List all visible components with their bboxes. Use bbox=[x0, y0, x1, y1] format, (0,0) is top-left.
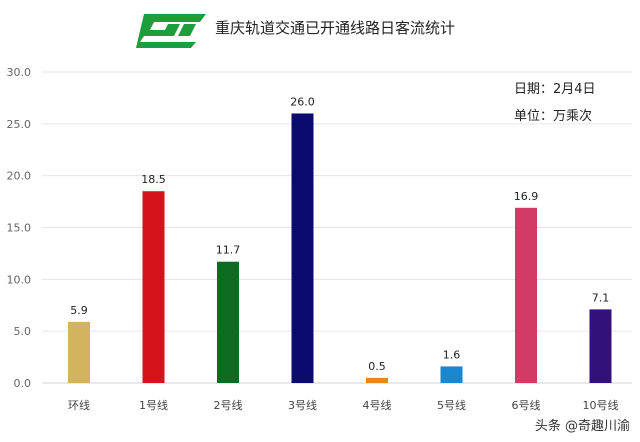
bar-value-label: 0.5 bbox=[368, 360, 386, 373]
bar bbox=[142, 191, 165, 383]
metro-logo bbox=[136, 14, 206, 48]
bar-value-label: 26.0 bbox=[290, 95, 315, 108]
bar bbox=[291, 113, 314, 383]
gridlines bbox=[42, 71, 632, 384]
y-tick-label: 25.0 bbox=[7, 118, 32, 131]
y-tick-label: 15.0 bbox=[7, 222, 32, 235]
x-tick-label: 环线 bbox=[68, 398, 90, 412]
y-tick-label: 20.0 bbox=[7, 170, 32, 183]
y-tick-label: 30.0 bbox=[7, 66, 32, 79]
date-label: 日期：2月4日 bbox=[514, 82, 596, 97]
bar bbox=[515, 207, 537, 383]
y-tick-label: 10.0 bbox=[7, 273, 32, 286]
chart-title: 重庆轨道交通已开通线路日客流统计 bbox=[215, 19, 455, 37]
bar bbox=[440, 366, 463, 383]
bar-value-label: 5.9 bbox=[70, 304, 88, 317]
watermark: 头条 @奇趣川渝 bbox=[535, 418, 630, 434]
bar bbox=[217, 261, 239, 383]
bar-value-label: 16.9 bbox=[514, 190, 539, 203]
x-tick-label: 4号线 bbox=[363, 398, 392, 412]
bar-value-label: 18.5 bbox=[141, 173, 166, 186]
bar bbox=[366, 377, 388, 383]
x-tick-label: 2号线 bbox=[214, 398, 243, 412]
unit-label: 单位：万乘次 bbox=[514, 108, 592, 124]
bar-value-label: 11.7 bbox=[216, 244, 241, 257]
logo-mark bbox=[136, 14, 206, 48]
y-tick-label: 5.0 bbox=[14, 325, 32, 338]
bar-value-label: 1.6 bbox=[443, 348, 461, 361]
x-tick-label: 3号线 bbox=[288, 398, 317, 412]
y-tick-label: 0.0 bbox=[14, 377, 32, 390]
bar-value-label: 7.1 bbox=[592, 291, 610, 304]
bar bbox=[589, 309, 612, 383]
x-tick-label: 5号线 bbox=[437, 398, 466, 412]
x-tick-label: 6号线 bbox=[512, 398, 541, 412]
x-tick-label: 10号线 bbox=[583, 398, 619, 412]
bar bbox=[68, 321, 90, 383]
x-tick-label: 1号线 bbox=[139, 398, 168, 412]
bars: 5.9 环线 18.5 1号线 11.7 2号线 26.0 3号线 0.5 4号线 1.6 5号线 16… bbox=[68, 95, 619, 412]
y-axis-ticks: 0.0 5.0 10.0 15.0 20.0 25.0 30.0 bbox=[7, 66, 32, 390]
